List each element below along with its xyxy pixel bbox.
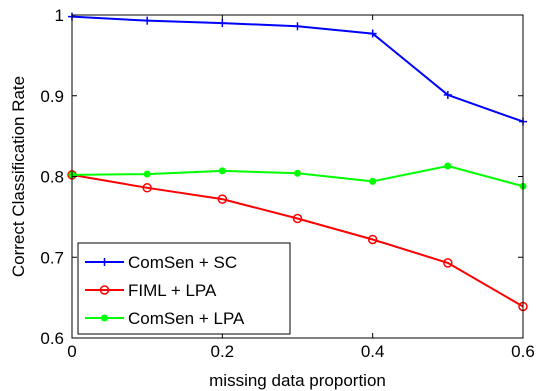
x-axis-label: missing data proportion <box>209 371 386 390</box>
axes: 0 0.2 0.4 0.6 0.6 0.7 0.8 0.9 1 missing data prop… <box>9 6 535 390</box>
series-3-point-2 <box>143 170 151 178</box>
series-2-point-6 <box>443 258 453 268</box>
y-tick-label-3: 0.8 <box>40 168 64 187</box>
legend: ComSen + SC FIML + LPA ComSen + LPA <box>77 242 291 335</box>
legend-marker-1 <box>100 258 109 266</box>
series-1-point-5 <box>368 29 377 38</box>
legend-marker-2 <box>99 285 110 295</box>
legend-label-2: FIML + LPA <box>128 281 217 300</box>
x-tick-label-1: 0 <box>67 342 76 361</box>
x-tick-label-4: 0.6 <box>511 342 535 361</box>
legend-marker-3 <box>101 314 108 322</box>
y-tick-label-1: 0.6 <box>40 329 64 348</box>
series-3-point-6 <box>444 162 452 170</box>
y-tick-label-5: 1 <box>55 6 64 25</box>
series-2-point-4 <box>292 213 303 224</box>
y-tick-label-4: 0.9 <box>40 87 64 106</box>
series-1-point-2 <box>143 16 152 25</box>
legend-label-3: ComSen + LPA <box>128 309 245 328</box>
y-tick-label-2: 0.7 <box>40 248 64 267</box>
y-axis-label: Correct Classification Rate <box>9 76 28 277</box>
series-line-1 <box>71 15 524 123</box>
series-2-point-5 <box>367 234 378 245</box>
series-1-point-6 <box>443 90 452 99</box>
x-tick-label-2: 0.2 <box>211 342 235 361</box>
series-3-point-4 <box>294 169 301 177</box>
series-1-point-3 <box>218 19 227 28</box>
series-2-point-2 <box>142 183 152 193</box>
x-tick-label-3: 0.4 <box>361 342 385 361</box>
series-1-point-4 <box>293 22 302 31</box>
legend-label-1: ComSen + SC <box>128 253 237 272</box>
series-3-point-3 <box>218 167 226 175</box>
series-2-point-3 <box>217 194 228 204</box>
series-3-point-5 <box>369 177 377 185</box>
plot-area <box>67 12 528 312</box>
series-line-2 <box>71 173 524 308</box>
